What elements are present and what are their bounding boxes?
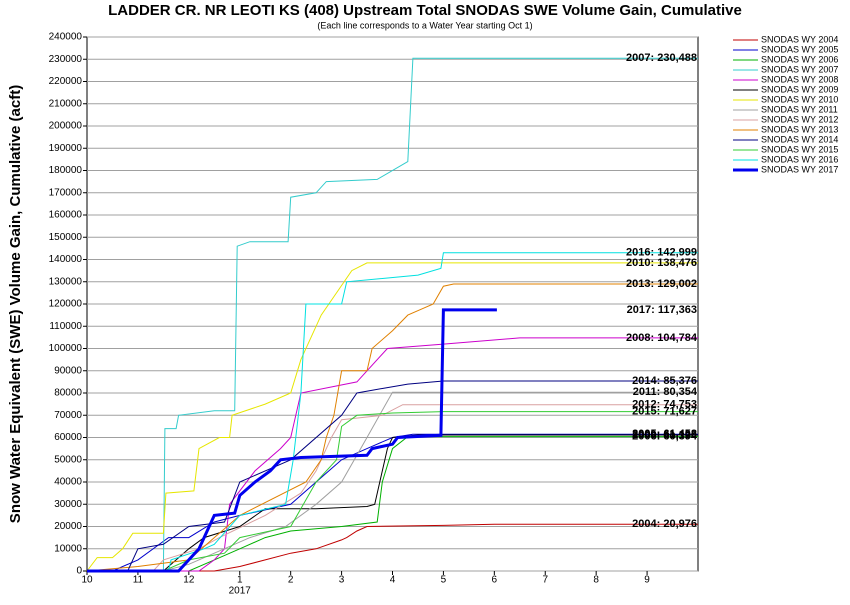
series-line — [87, 433, 698, 572]
y-tick-label: 150000 — [49, 232, 83, 243]
y-tick-label: 160000 — [49, 210, 83, 221]
x-tick-label: 1 — [237, 575, 243, 586]
y-tick-label: 140000 — [49, 254, 83, 265]
legend-label: SNODAS WY 2016 — [761, 154, 838, 164]
series-line — [87, 391, 698, 572]
x-tick-label: 6 — [492, 575, 498, 586]
end-label: 2016: 142,999 — [626, 247, 697, 259]
y-tick-label: 210000 — [49, 98, 83, 109]
x-tick-label: 7 — [542, 575, 548, 586]
legend-label: SNODAS WY 2014 — [761, 134, 838, 144]
legend-label: SNODAS WY 2012 — [761, 114, 838, 124]
y-tick-label: 220000 — [49, 76, 83, 87]
x-tick-label: 10 — [81, 575, 93, 586]
legend-label: SNODAS WY 2011 — [761, 104, 838, 114]
end-label: 2011: 80,354 — [633, 386, 698, 398]
legend-label: SNODAS WY 2004 — [761, 34, 838, 44]
x-tick-label: 11 — [133, 575, 144, 586]
y-axis-title: Snow Water Equivalent (SWE) Volume Gain,… — [7, 85, 24, 523]
x-tick-label: 3 — [339, 575, 345, 586]
y-tick-label: 170000 — [49, 187, 83, 198]
y-tick-label: 200000 — [49, 121, 83, 132]
end-label: 2005: 61,458 — [632, 428, 697, 440]
x-annotation: 2017 — [229, 586, 252, 597]
legend-label: SNODAS WY 2009 — [761, 84, 838, 94]
y-tick-label: 70000 — [54, 410, 82, 421]
legend-label: SNODAS WY 2005 — [761, 44, 838, 54]
series-line — [87, 252, 698, 572]
y-tick-label: 40000 — [54, 477, 82, 488]
series-line — [87, 523, 698, 572]
y-tick-label: 30000 — [54, 499, 82, 510]
y-tick-label: 100000 — [49, 343, 83, 354]
y-tick-label: 90000 — [54, 365, 82, 376]
end-label: 2006: 60,394 — [632, 431, 698, 443]
x-tick-label: 4 — [390, 575, 396, 586]
legend-label: SNODAS WY 2017 — [761, 164, 838, 174]
y-tick-label: 110000 — [49, 321, 82, 332]
x-tick-label: 12 — [183, 575, 195, 586]
legend-label: SNODAS WY 2008 — [761, 74, 838, 84]
end-label: 2012: 74,753 — [632, 399, 697, 411]
end-label: 2008: 104,784 — [626, 332, 698, 344]
y-tick-label: 190000 — [49, 143, 83, 154]
x-tick-label: 9 — [644, 575, 650, 586]
y-tick-label: 10000 — [54, 543, 82, 554]
y-tick-label: 240000 — [49, 32, 83, 43]
series-line — [86, 262, 698, 572]
series-line — [87, 308, 497, 573]
end-label: 2010: 138,476 — [626, 257, 697, 269]
series-line — [87, 57, 698, 572]
end-label: 2004: 20,976 — [632, 518, 697, 530]
legend-label: SNODAS WY 2013 — [761, 124, 838, 134]
end-label: 2014: 85,376 — [632, 375, 697, 387]
series-line — [87, 436, 698, 572]
chart-title: LADDER CR. NR LEOTI KS (408) Upstream To… — [108, 2, 742, 19]
series-line — [87, 404, 698, 572]
legend-label: SNODAS WY 2015 — [761, 144, 838, 154]
x-tick-label: 5 — [441, 575, 447, 586]
legend-label: SNODAS WY 2006 — [761, 54, 838, 64]
y-tick-label: 20000 — [54, 521, 82, 532]
end-label: 2015: 71,627 — [632, 406, 697, 418]
chart-subtitle: (Each line corresponds to a Water Year s… — [317, 20, 532, 30]
end-label: 2017: 117,363 — [627, 304, 697, 316]
x-tick-label: 2 — [288, 575, 294, 586]
end-label: 2013: 129,002 — [626, 278, 697, 290]
end-label: 2009: 61,120 — [632, 429, 697, 441]
y-tick-label: 0 — [76, 566, 82, 577]
legend-label: SNODAS WY 2010 — [761, 94, 838, 104]
y-tick-label: 120000 — [49, 299, 83, 310]
series-line — [87, 434, 698, 572]
series-line — [87, 337, 698, 572]
end-label: 2007: 230,488 — [626, 52, 697, 64]
series-line — [87, 380, 698, 572]
y-tick-label: 230000 — [49, 54, 83, 65]
series-line — [86, 283, 698, 572]
legend-label: SNODAS WY 2007 — [761, 64, 838, 74]
y-tick-label: 180000 — [49, 165, 83, 176]
x-tick-label: 8 — [593, 575, 599, 586]
y-tick-label: 130000 — [49, 276, 83, 287]
y-tick-label: 80000 — [54, 388, 82, 399]
y-tick-label: 50000 — [54, 454, 82, 465]
y-tick-label: 60000 — [54, 432, 82, 443]
